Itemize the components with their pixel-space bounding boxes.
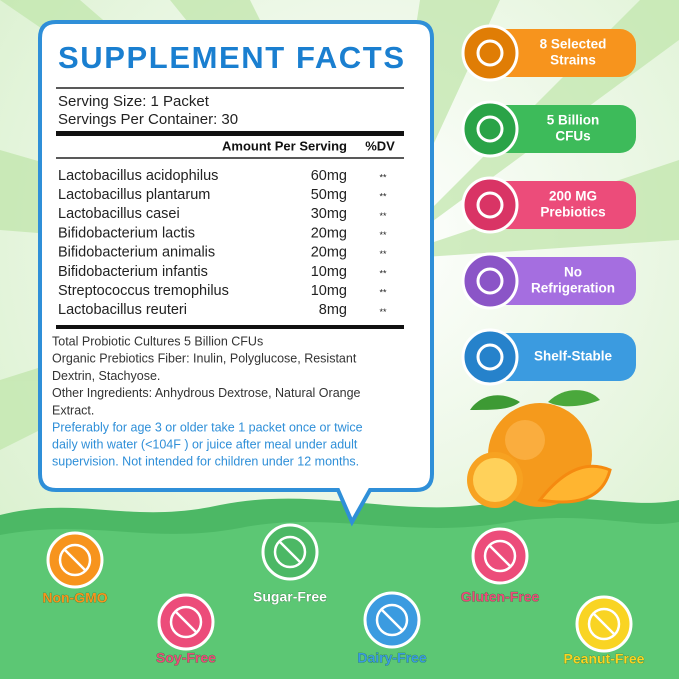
badge-icon-ring xyxy=(461,24,519,82)
badge-icon-ring xyxy=(461,100,519,158)
badge-icon xyxy=(476,39,504,67)
badge-label: 5 Billion xyxy=(547,113,600,128)
ingredient-name: Bifidobacterium infantis xyxy=(58,264,208,280)
ingredient-amount: 30mg xyxy=(311,206,347,222)
ingredient-amount: 20mg xyxy=(311,245,347,261)
ingredient-name: Streptococcus tremophilus xyxy=(58,283,229,299)
free-from-icon-ring xyxy=(169,605,203,639)
free-from-icon-slash xyxy=(380,608,404,632)
ingredient-name: Lactobacillus acidophilus xyxy=(58,168,218,184)
orange-fruit xyxy=(467,390,612,508)
badge-icon xyxy=(476,267,504,295)
ingredient-name: Bifidobacterium lactis xyxy=(58,225,195,241)
free-from-icon-ring xyxy=(375,603,409,637)
facts-card xyxy=(38,20,434,527)
badge-label: 200 MG xyxy=(549,189,597,204)
ingredient-name: Bifidobacterium animalis xyxy=(58,245,215,261)
ingredient-amount: 10mg xyxy=(311,283,347,299)
ingredient-amount: 20mg xyxy=(311,225,347,241)
free-from-label: Peanut-Free xyxy=(564,651,645,667)
free-from-label: Soy-Free xyxy=(156,650,216,666)
header-amount: Amount Per Serving xyxy=(222,138,347,153)
free-from-icon-slash xyxy=(63,548,87,572)
ingredient-dv: ** xyxy=(379,288,387,298)
directions-line: daily with water (<104F ) or juice after… xyxy=(52,437,358,451)
badge-icon-ring xyxy=(461,176,519,234)
free-from-item: Sugar-Free xyxy=(253,523,327,605)
free-from-item: Gluten-Free xyxy=(460,527,540,605)
directions-line: supervision. Not intended for children u… xyxy=(52,454,359,468)
ingredient-dv: ** xyxy=(379,230,387,240)
free-from-icon-slash xyxy=(278,540,302,564)
badge-icon-ring xyxy=(461,328,519,386)
free-from-item: Soy-Free xyxy=(156,593,216,666)
free-from-label: Sugar-Free xyxy=(253,589,327,605)
free-from-item: Non-GMO xyxy=(42,531,108,606)
ingredient-dv: ** xyxy=(379,211,387,221)
free-from-icon-ring xyxy=(58,543,92,577)
note-line: Total Probiotic Cultures 5 Billion CFUs xyxy=(52,334,263,348)
free-from-icon-ring xyxy=(273,535,307,569)
ingredient-dv: ** xyxy=(379,192,387,202)
ingredient-amount: 10mg xyxy=(311,264,347,280)
badge-label: No xyxy=(564,265,582,280)
directions-line: Preferably for age 3 or older take 1 pac… xyxy=(52,420,363,434)
ingredient-name: Lactobacillus casei xyxy=(58,206,180,222)
note-line: Other Ingredients: Anhydrous Dextrose, N… xyxy=(52,386,361,400)
free-from-label: Dairy-Free xyxy=(357,650,426,666)
ingredient-dv: ** xyxy=(379,172,387,182)
rule-thick xyxy=(56,131,404,136)
badge-label: Shelf-Stable xyxy=(534,349,613,364)
badge-label: 8 Selected xyxy=(540,37,607,52)
free-from-icon-slash xyxy=(592,612,616,636)
note-line: Dextrin, Stachyose. xyxy=(52,369,160,383)
free-from-label: Gluten-Free xyxy=(461,589,540,605)
badge: Shelf-Stable xyxy=(461,328,636,386)
note-line: Extract. xyxy=(52,403,94,417)
badge-label: Refrigeration xyxy=(531,281,615,296)
note-line: Organic Prebiotics Fiber: Inulin, Polygl… xyxy=(52,352,357,366)
ingredient-amount: 50mg xyxy=(311,187,347,203)
free-from-label: Non-GMO xyxy=(42,590,107,606)
ingredient-dv: ** xyxy=(379,307,387,317)
ingredient-amount: 60mg xyxy=(311,168,347,184)
free-from-icon-ring xyxy=(483,539,517,573)
free-from-item: Dairy-Free xyxy=(357,591,427,666)
free-from-icon-ring xyxy=(587,607,621,641)
ingredient-name: Lactobacillus plantarum xyxy=(58,187,210,203)
badge-icon xyxy=(476,191,504,219)
ingredient-amount: 8mg xyxy=(319,302,347,318)
badge-icon xyxy=(476,343,504,371)
free-from-icon-slash xyxy=(488,544,512,568)
badge-icon-ring xyxy=(461,252,519,310)
badge-label: Strains xyxy=(550,53,596,68)
free-from-icon-slash xyxy=(174,610,198,634)
content: SUPPLEMENT FACTS Serving Size: 1 PacketSe… xyxy=(42,24,645,667)
ingredient-name: Lactobacillus reuteri xyxy=(58,302,187,318)
header-dv: %DV xyxy=(365,138,395,153)
rule-thick xyxy=(56,325,404,329)
free-from-item: Peanut-Free xyxy=(563,595,645,667)
serving-size: Serving Size: 1 Packet xyxy=(58,93,210,110)
badge-label: Prebiotics xyxy=(540,205,605,220)
facts-title: SUPPLEMENT FACTS xyxy=(58,40,404,75)
badge-icon xyxy=(476,115,504,143)
badge-label: CFUs xyxy=(555,129,590,144)
ingredient-dv: ** xyxy=(379,249,387,259)
ingredient-dv: ** xyxy=(379,268,387,278)
servings-per-container: Servings Per Container: 30 xyxy=(58,111,238,128)
